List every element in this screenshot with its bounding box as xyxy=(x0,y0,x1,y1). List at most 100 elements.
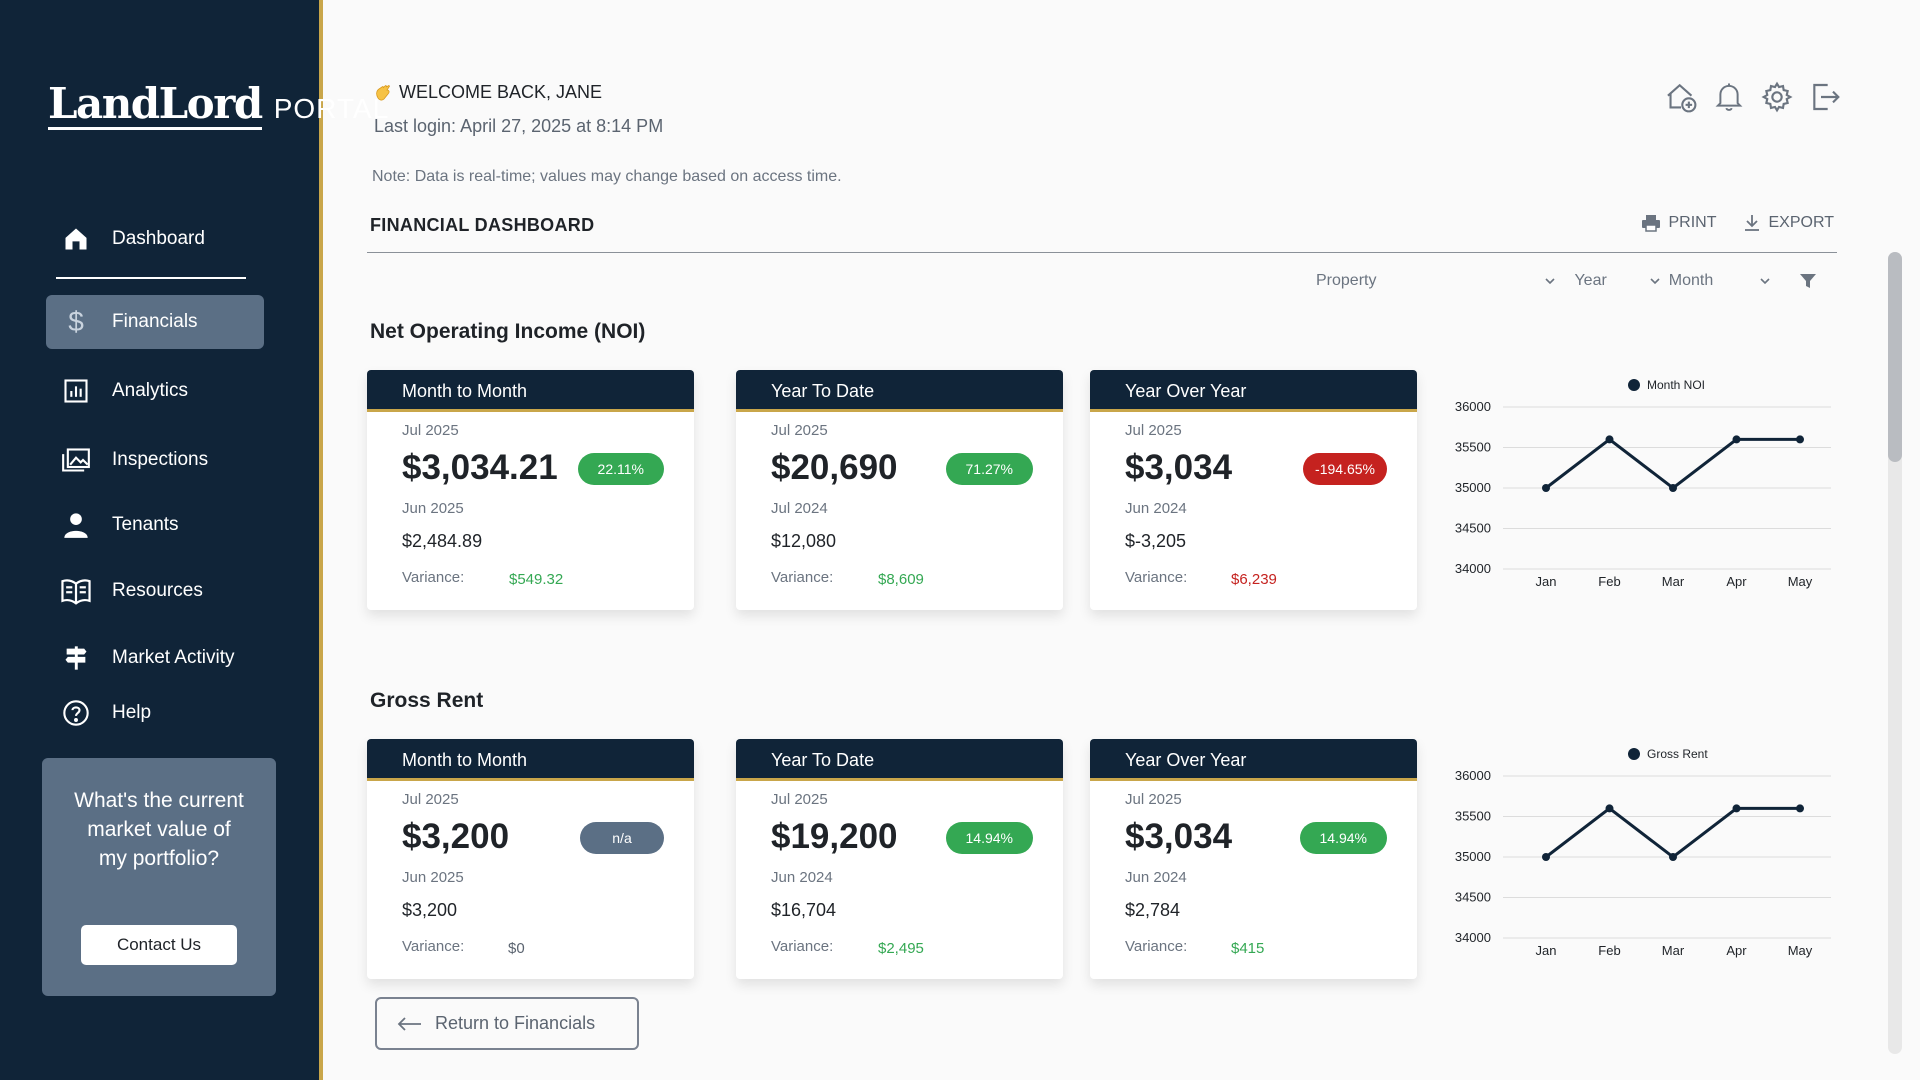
card-prev-period: Jun 2025 xyxy=(402,869,464,886)
logo[interactable]: LandLord PORTAL xyxy=(48,82,389,130)
sidebar-item-label: Financials xyxy=(112,311,198,332)
month-select[interactable] xyxy=(1721,270,1771,292)
sidebar: LandLord PORTAL Dashboard $ Financials A… xyxy=(0,0,388,1080)
legend-marker xyxy=(1628,379,1640,391)
page-title: FINANCIAL DASHBOARD xyxy=(370,215,595,235)
legend-label: Month NOI xyxy=(1647,378,1705,392)
card-period: Jul 2025 xyxy=(402,422,459,439)
card-prev-period: Jun 2025 xyxy=(402,500,464,517)
sidebar-item-analytics[interactable]: Analytics xyxy=(46,364,264,418)
card-period: Jul 2025 xyxy=(1125,791,1182,808)
card-value: $3,200 xyxy=(402,817,510,856)
card-header: Month to Month xyxy=(367,739,694,781)
y-tick-label: 34500 xyxy=(1455,890,1491,905)
variance-label: Variance: xyxy=(402,938,465,955)
card-prev-period: Jun 2024 xyxy=(1125,869,1187,886)
rent-month-to-month-card: Month to Month Jul 2025 $3,200 n/a Jun 2… xyxy=(367,739,694,979)
variance-label: Variance: xyxy=(1125,938,1188,955)
card-prev-value: $2,784 xyxy=(1125,900,1181,920)
card-period: Jul 2025 xyxy=(771,791,828,808)
header-actions xyxy=(1664,80,1842,114)
book-icon xyxy=(58,573,94,609)
bell-icon[interactable] xyxy=(1712,80,1746,114)
download-icon xyxy=(1744,215,1759,231)
y-tick-label: 34500 xyxy=(1455,521,1491,536)
variance-label: Variance: xyxy=(771,569,834,586)
x-tick-label: Apr xyxy=(1726,574,1747,589)
sidebar-item-label: Tenants xyxy=(112,514,179,535)
data-point xyxy=(1796,435,1804,444)
return-to-financials-button[interactable]: Return to Financials xyxy=(375,997,639,1050)
gear-icon[interactable] xyxy=(1760,80,1794,114)
sidebar-item-market-activity[interactable]: Market Activity xyxy=(46,631,264,685)
data-point xyxy=(1669,484,1677,492)
x-tick-label: May xyxy=(1788,943,1813,958)
card-prev-value: $16,704 xyxy=(771,900,837,920)
card-value: $3,034 xyxy=(1125,448,1233,487)
market-value-promo: What's the current market value of my po… xyxy=(42,758,276,996)
change-badge: 14.94% xyxy=(945,822,1033,854)
sidebar-item-financials[interactable]: $ Financials xyxy=(46,295,264,349)
signpost-icon xyxy=(58,640,94,676)
print-export-toolbar: PRINT EXPORT xyxy=(1641,214,1834,232)
variance-value: $8,609 xyxy=(878,571,924,588)
filter-icon[interactable] xyxy=(1799,272,1817,290)
variance-label: Variance: xyxy=(1125,569,1188,586)
sidebar-item-inspections[interactable]: Inspections xyxy=(46,433,264,487)
data-point xyxy=(1542,853,1550,861)
sidebar-item-help[interactable]: Help xyxy=(46,686,264,740)
property-select[interactable] xyxy=(1384,270,1556,292)
card-header: Month to Month xyxy=(367,370,694,412)
data-point xyxy=(1605,804,1614,813)
card-prev-value: $12,080 xyxy=(771,531,837,551)
series-line xyxy=(1545,437,1800,490)
x-tick-label: Feb xyxy=(1598,574,1620,589)
variance-label: Variance: xyxy=(771,938,834,955)
card-period: Jul 2025 xyxy=(771,422,828,439)
y-tick-label: 34000 xyxy=(1455,561,1491,576)
last-login: Last login: April 27, 2025 at 8:14 PM xyxy=(374,116,664,136)
print-label: PRINT xyxy=(1668,214,1717,231)
change-badge: -194.65% xyxy=(1303,453,1387,485)
help-icon xyxy=(58,695,94,731)
title-divider xyxy=(367,252,1837,253)
sidebar-item-dashboard[interactable]: Dashboard xyxy=(46,212,264,266)
filter-bar: Property Year Month xyxy=(1316,270,1817,292)
print-button[interactable]: PRINT xyxy=(1641,214,1717,232)
noi-year-over-year-card: Year Over Year Jul 2025 $3,034 -194.65% … xyxy=(1090,370,1417,610)
year-select[interactable] xyxy=(1615,270,1661,292)
legend-label: Gross Rent xyxy=(1647,747,1708,761)
variance-label: Variance: xyxy=(402,569,465,586)
noi-year-to-date-card: Year To Date Jul 2025 $20,690 71.27% Jul… xyxy=(736,370,1063,610)
variance-value: $549.32 xyxy=(509,571,564,588)
scrollbar-thumb[interactable] xyxy=(1888,252,1902,462)
noi-section-title: Net Operating Income (NOI) xyxy=(370,320,646,343)
change-badge: 71.27% xyxy=(945,453,1033,485)
sidebar-item-label: Help xyxy=(112,702,152,723)
year-filter-label: Year xyxy=(1574,272,1607,289)
realtime-note: Note: Data is real-time; values may chan… xyxy=(372,168,842,185)
variance-value: $0 xyxy=(508,940,525,957)
change-badge: n/a xyxy=(580,822,664,854)
rent-year-to-date-card: Year To Date Jul 2025 $19,200 14.94% Jun… xyxy=(736,739,1063,979)
variance-value: $415 xyxy=(1231,940,1265,957)
export-button[interactable]: EXPORT xyxy=(1743,214,1834,232)
x-tick-label: Jan xyxy=(1536,574,1557,589)
property-filter-label: Property xyxy=(1316,272,1377,289)
sidebar-item-tenants[interactable]: Tenants xyxy=(46,498,264,552)
person-icon xyxy=(58,507,94,543)
noi-line-chart: Month NOI 34000 34500 35000 35500 36000 Jan Feb… xyxy=(1455,378,1831,589)
arrow-left-icon xyxy=(397,1016,421,1031)
logout-icon[interactable] xyxy=(1808,80,1842,114)
data-point xyxy=(1796,804,1804,813)
sidebar-item-resources[interactable]: Resources xyxy=(46,564,264,618)
card-prev-period: Jun 2024 xyxy=(771,869,833,886)
variance-value: $6,239 xyxy=(1231,571,1277,588)
contact-us-button[interactable]: Contact Us xyxy=(81,925,237,965)
add-property-icon[interactable] xyxy=(1664,80,1698,114)
card-prev-value: $3,200 xyxy=(402,900,458,920)
y-tick-label: 35500 xyxy=(1455,809,1491,824)
x-tick-label: May xyxy=(1788,574,1813,589)
logo-main: LandLord xyxy=(48,79,263,130)
change-badge: 22.11% xyxy=(577,453,664,485)
